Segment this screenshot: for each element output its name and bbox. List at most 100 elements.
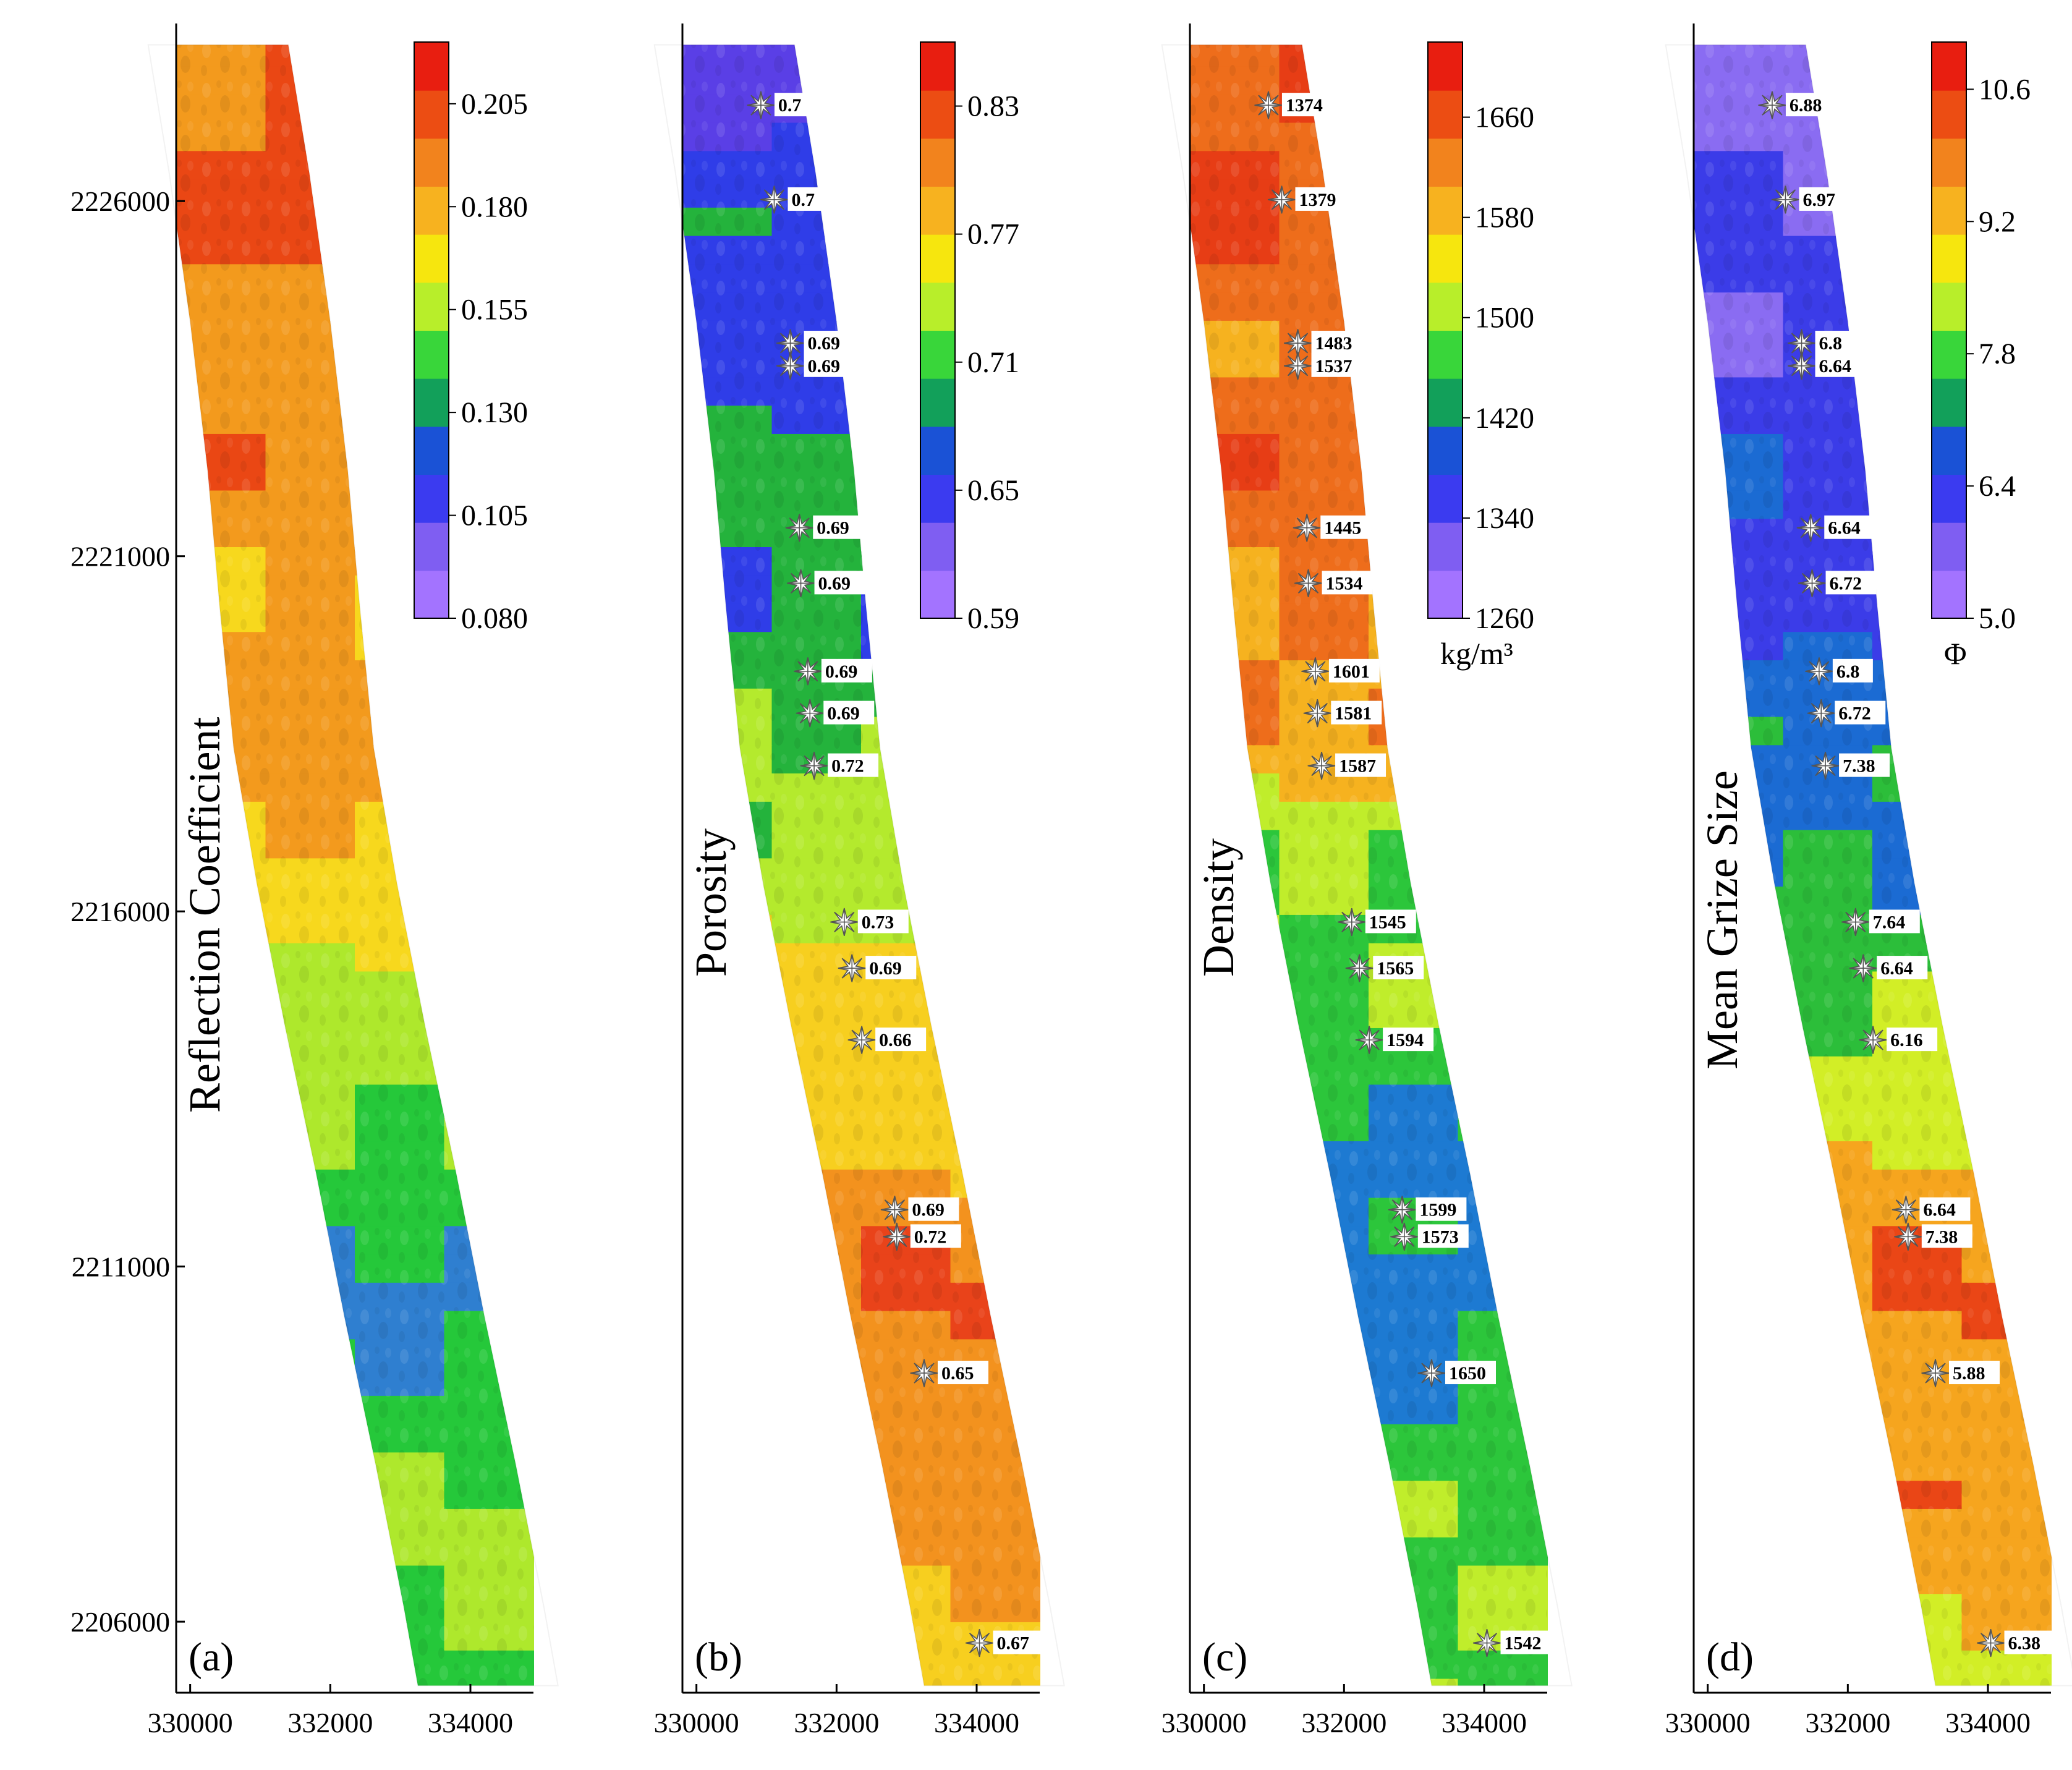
- sample-star-icon: [1294, 569, 1323, 598]
- sample-star-icon: [793, 657, 823, 686]
- sample-label-box: [1877, 956, 1928, 980]
- colorbar-tick-label: 1580: [1475, 202, 1534, 234]
- sample-label-box: [1785, 93, 1836, 117]
- x-tick-label: 332000: [1301, 1707, 1386, 1738]
- sample-point: 0.7: [760, 185, 828, 215]
- colorbar-tick-label: 0.71: [967, 346, 1019, 379]
- sample-label-box: [823, 700, 875, 725]
- track-raster: [176, 45, 534, 1686]
- sample-point: 7.38: [1893, 1222, 1972, 1251]
- colorbar-segment: [1428, 42, 1463, 91]
- sample-star-icon: [1798, 569, 1827, 598]
- sample-star-icon: [847, 1025, 877, 1055]
- colorbar-segment: [1428, 90, 1463, 139]
- sample-point: 1565: [1345, 953, 1424, 983]
- sample-label-box: [1281, 93, 1333, 117]
- sample-label: 6.72: [1830, 573, 1862, 594]
- colorbar: 10.6 9.2 7.8 6.4 5.0 Φ: [1931, 41, 2031, 671]
- sample-label: 6.64: [1880, 958, 1913, 979]
- y-tick-label: 2211000: [72, 1251, 170, 1283]
- colorbar-tick-label: 1500: [1475, 302, 1534, 334]
- sample-point: 1545: [1337, 908, 1416, 937]
- sample-label-box: [774, 93, 815, 117]
- sample-label: 0.66: [879, 1030, 912, 1050]
- sample-star-icon: [1811, 751, 1840, 780]
- sample-point: 1445: [1293, 513, 1372, 542]
- sample-star-icon: [1921, 1358, 1950, 1388]
- sample-star-icon: [838, 953, 867, 983]
- panel-title: Mean Grize Size: [1697, 770, 1747, 1070]
- x-tick-label: 334000: [428, 1707, 513, 1738]
- sample-label-box: [1835, 700, 1886, 725]
- sample-label-box: [804, 353, 855, 377]
- sample-label-box: [938, 1360, 988, 1384]
- colorbar-tick-label: 0.080: [461, 602, 528, 635]
- sample-star-icon: [746, 90, 776, 120]
- colorbar-tick-label: 0.205: [461, 88, 528, 121]
- sample-star-icon: [1301, 657, 1330, 686]
- colorbar-segment: [1428, 426, 1463, 475]
- sample-label-box: [1825, 571, 1877, 595]
- sample-star-icon: [776, 351, 805, 380]
- sample-label-box: [821, 658, 872, 683]
- sample-star-icon: [882, 1222, 912, 1251]
- sample-label: 0.69: [808, 356, 841, 377]
- sample-label: 1537: [1315, 356, 1352, 377]
- sample-label-box: [1869, 909, 1920, 934]
- sample-point: 0.69: [776, 351, 855, 380]
- colorbar-segment: [1428, 570, 1463, 619]
- sample-star-icon: [830, 908, 859, 937]
- sample-label: 1594: [1386, 1030, 1424, 1050]
- sample-label-box: [804, 331, 855, 355]
- sample-label-box: [1373, 956, 1424, 980]
- sample-star-icon: [1807, 699, 1836, 728]
- sample-label: 1587: [1339, 756, 1376, 777]
- sample-label-box: [1949, 1360, 2000, 1384]
- colorbar-segment: [414, 474, 449, 523]
- sample-point: 0.69: [776, 328, 855, 358]
- sample-label-box: [1417, 1224, 1469, 1248]
- colorbar-frame: [920, 41, 956, 619]
- sample-label: 0.69: [808, 333, 841, 354]
- colorbar-tick-label: 1340: [1475, 502, 1534, 535]
- colorbar-tick-label: 1420: [1475, 402, 1534, 435]
- sample-star-icon: [1976, 1628, 2005, 1657]
- colorbar-segment: [414, 186, 449, 235]
- colorbar-segment: [920, 474, 955, 523]
- sample-label: 1573: [1422, 1227, 1459, 1247]
- x-tick-label: 332000: [287, 1707, 373, 1738]
- colorbar-tick-label: 0.155: [461, 294, 528, 326]
- sample-label-box: [1921, 1224, 1972, 1248]
- sample-label: 1542: [1505, 1633, 1542, 1654]
- colorbar-segment: [1932, 378, 1966, 427]
- panel-label: (c): [1202, 1635, 1247, 1680]
- sample-point: 0.69: [793, 657, 872, 686]
- sample-label: 6.8: [1819, 333, 1843, 354]
- sample-label-box: [1887, 1028, 1938, 1052]
- colorbar-segment: [414, 378, 449, 427]
- colorbar-segment: [1428, 234, 1463, 283]
- colorbar-segment: [414, 282, 449, 331]
- x-tick-label: 332000: [794, 1707, 879, 1738]
- sample-point: 6.64: [1796, 513, 1875, 542]
- sample-label: 1581: [1335, 704, 1372, 724]
- y-tick-label: 2216000: [70, 896, 170, 927]
- x-tick-label: 330000: [1665, 1707, 1751, 1738]
- sample-point: 1650: [1417, 1358, 1496, 1388]
- colorbar-unit: kg/m³: [1440, 636, 1513, 671]
- colorbar-tick-label: 10.6: [1979, 73, 2031, 106]
- sample-label: 0.65: [941, 1363, 974, 1384]
- panel-1: 330000 332000 334000 2226000 2221000 2216000 2…: [70, 23, 559, 1738]
- colorbar-tick-label: 1660: [1475, 101, 1534, 134]
- sample-label: 6.64: [1923, 1200, 1956, 1220]
- sample-label-box: [2004, 1630, 2055, 1654]
- sample-label: 0.69: [869, 958, 902, 979]
- sample-star-icon: [880, 1195, 909, 1224]
- colorbar-frame: [414, 41, 449, 619]
- track-raster: [682, 45, 1040, 1686]
- colorbar-segment: [414, 138, 449, 187]
- sample-label-box: [1311, 331, 1362, 355]
- sample-label: 1650: [1449, 1363, 1486, 1384]
- sample-label: 0.69: [912, 1200, 945, 1220]
- colorbar: 0.83 0.77 0.71 0.65 0.59: [920, 41, 1019, 635]
